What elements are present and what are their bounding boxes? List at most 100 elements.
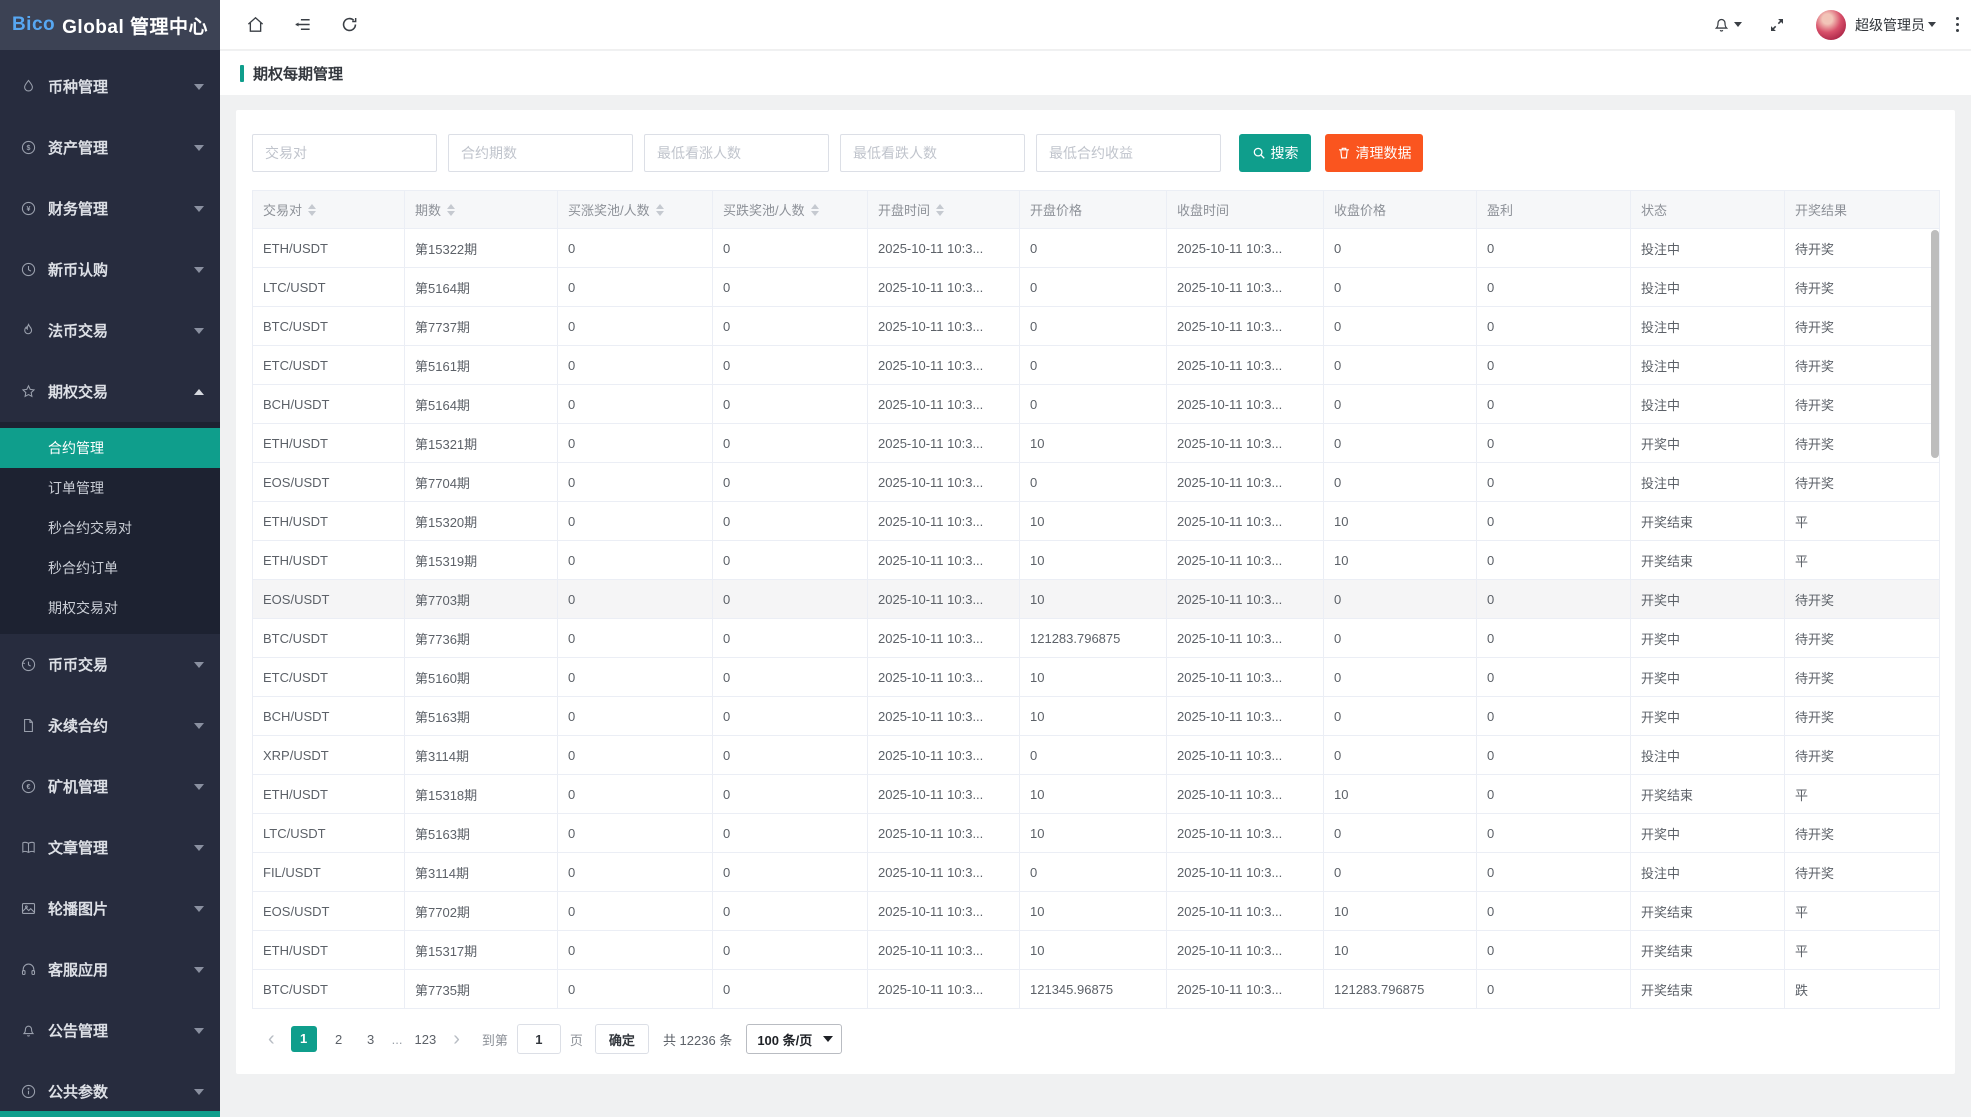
table-row[interactable]: BCH/USDT 第5164期 0 0 2025-10-11 10:3... 0 2025-… xyxy=(252,384,1940,424)
sidebar-item-params[interactable]: 公共参数 xyxy=(0,1061,220,1117)
clear-data-button[interactable]: 清理数据 xyxy=(1325,134,1423,172)
table-row[interactable]: ETH/USDT 第15319期 0 0 2025-10-11 10:3... 10 202… xyxy=(252,540,1940,580)
refresh-icon[interactable] xyxy=(340,15,359,34)
table-row[interactable]: ETH/USDT 第15321期 0 0 2025-10-11 10:3... 10 202… xyxy=(252,423,1940,463)
sidebar-item-new-coin[interactable]: 新币认购 xyxy=(0,239,220,300)
chevron-down-icon xyxy=(823,1036,834,1042)
column-header-pair[interactable]: 交易对 xyxy=(252,190,405,229)
cell-period: 第15321期 xyxy=(404,423,558,463)
chevron-down-icon xyxy=(1928,22,1936,27)
cell-up_pool: 0 xyxy=(557,774,713,814)
cell-close_price: 0 xyxy=(1323,423,1477,463)
filter-pair-input[interactable] xyxy=(252,134,437,172)
sidebar-item-finance[interactable]: ¥ 财务管理 xyxy=(0,178,220,239)
goto-page-input[interactable] xyxy=(516,1024,561,1054)
cell-pair: BTC/USDT xyxy=(252,306,405,346)
sidebar-item-options[interactable]: 期权交易 xyxy=(0,361,220,422)
column-header-profit: 盈利 xyxy=(1476,190,1631,229)
prev-page-button[interactable]: ‹ xyxy=(268,1028,275,1050)
sort-icons[interactable] xyxy=(655,203,664,216)
cell-open_time: 2025-10-11 10:3... xyxy=(867,618,1020,658)
sidebar-subitem-second-pairs[interactable]: 秒合约交易对 xyxy=(48,520,132,536)
table-row[interactable]: ETH/USDT 第15320期 0 0 2025-10-11 10:3... 10 202… xyxy=(252,501,1940,541)
cell-open_price: 10 xyxy=(1019,579,1167,619)
page-button-2[interactable]: 2 xyxy=(335,1031,343,1047)
table-row[interactable]: EOS/USDT 第7703期 0 0 2025-10-11 10:3... 10 2025… xyxy=(252,579,1940,619)
table-row[interactable]: EOS/USDT 第7704期 0 0 2025-10-11 10:3... 0 2025-… xyxy=(252,462,1940,502)
more-menu-icon[interactable] xyxy=(1956,17,1959,32)
cell-status: 投注中 xyxy=(1630,735,1785,775)
cell-open_price: 0 xyxy=(1019,228,1167,268)
column-header-period[interactable]: 期数 xyxy=(404,190,558,229)
page-button-123[interactable]: 123 xyxy=(414,1031,437,1047)
chevron-down-icon xyxy=(194,327,204,334)
sidebar-item-perpetual[interactable]: 永续合约 xyxy=(0,695,220,756)
vertical-scrollbar-thumb[interactable] xyxy=(1931,230,1939,458)
sidebar-subitem-orders[interactable]: 订单管理 xyxy=(48,480,104,496)
sort-icons[interactable] xyxy=(936,203,945,216)
cell-up_pool: 0 xyxy=(557,735,713,775)
cell-up_pool: 0 xyxy=(557,345,713,385)
confirm-button[interactable]: 确定 xyxy=(594,1024,649,1054)
page-button-1[interactable]: 1 xyxy=(290,1026,317,1052)
sidebar-item-support[interactable]: 客服应用 xyxy=(0,939,220,1000)
user-menu[interactable]: 超级管理员 xyxy=(1855,15,1936,35)
search-button[interactable]: 搜索 xyxy=(1239,134,1311,172)
sidebar-item-miner[interactable]: € 矿机管理 xyxy=(0,756,220,817)
sort-icons[interactable] xyxy=(308,203,317,216)
filter-min-up-input[interactable] xyxy=(644,134,829,172)
table-row[interactable]: ETH/USDT 第15322期 0 0 2025-10-11 10:3... 0 2025… xyxy=(252,228,1940,268)
sidebar-item-spot[interactable]: 币币交易 xyxy=(0,634,220,695)
sidebar-item-label: 公告管理 xyxy=(48,1023,109,1040)
table-row[interactable]: BCH/USDT 第5163期 0 0 2025-10-11 10:3... 10 2025… xyxy=(252,696,1940,736)
filter-period-input[interactable] xyxy=(448,134,633,172)
table-row[interactable]: ETC/USDT 第5161期 0 0 2025-10-11 10:3... 0 2025-… xyxy=(252,345,1940,385)
next-page-button[interactable]: › xyxy=(453,1028,460,1050)
table-row[interactable]: BTC/USDT 第7735期 0 0 2025-10-11 10:3... 121345… xyxy=(252,969,1940,1009)
table-row[interactable]: BTC/USDT 第7737期 0 0 2025-10-11 10:3... 0 2025-… xyxy=(252,306,1940,346)
filter-min-profit-input[interactable] xyxy=(1036,134,1221,172)
sidebar-item-asset[interactable]: $ 资产管理 xyxy=(0,117,220,178)
sidebar-item-coin[interactable]: 币种管理 xyxy=(0,56,220,117)
sort-icons[interactable] xyxy=(447,203,456,216)
notifications-bell-icon[interactable] xyxy=(1712,15,1742,34)
avatar[interactable] xyxy=(1816,9,1846,40)
filter-min-down-input[interactable] xyxy=(840,134,1025,172)
table-row[interactable]: EOS/USDT 第7702期 0 0 2025-10-11 10:3... 10 2025… xyxy=(252,891,1940,931)
fullscreen-icon[interactable] xyxy=(1768,16,1786,34)
collapse-menu-icon[interactable] xyxy=(293,15,312,34)
home-icon[interactable] xyxy=(246,15,265,34)
sidebar-subitem-second-orders[interactable]: 秒合约订单 xyxy=(48,560,118,576)
sidebar-subitem-option-pairs[interactable]: 期权交易对 xyxy=(48,600,118,616)
cell-open_time: 2025-10-11 10:3... xyxy=(867,930,1020,970)
page-button-3[interactable]: 3 xyxy=(367,1031,375,1047)
cell-open_time: 2025-10-11 10:3... xyxy=(867,735,1020,775)
table-row[interactable]: ETC/USDT 第5160期 0 0 2025-10-11 10:3... 10 2025… xyxy=(252,657,1940,697)
table-row[interactable]: LTC/USDT 第5164期 0 0 2025-10-11 10:3... 0 2025-… xyxy=(252,267,1940,307)
table-row[interactable]: BTC/USDT 第7736期 0 0 2025-10-11 10:3... 121283… xyxy=(252,618,1940,658)
chevron-down-icon xyxy=(194,844,204,851)
drop-icon xyxy=(20,78,37,95)
cell-pair: BCH/USDT xyxy=(252,696,405,736)
page-size-select[interactable]: 100 条/页 xyxy=(746,1024,843,1054)
cell-open_time: 2025-10-11 10:3... xyxy=(867,696,1020,736)
column-header-up_pool[interactable]: 买涨奖池/人数 xyxy=(557,190,713,229)
table-row[interactable]: ETH/USDT 第15317期 0 0 2025-10-11 10:3... 10 202… xyxy=(252,930,1940,970)
table-row[interactable]: XRP/USDT 第3114期 0 0 2025-10-11 10:3... 0 2025-… xyxy=(252,735,1940,775)
cell-open_time: 2025-10-11 10:3... xyxy=(867,579,1020,619)
column-header-down_pool[interactable]: 买跌奖池/人数 xyxy=(712,190,868,229)
sidebar-item-articles[interactable]: 文章管理 xyxy=(0,817,220,878)
sort-icons[interactable] xyxy=(810,203,819,216)
cell-result: 待开奖 xyxy=(1784,423,1940,463)
cell-status: 投注中 xyxy=(1630,345,1785,385)
sidebar-item-notices[interactable]: 公告管理 xyxy=(0,1000,220,1061)
table-row[interactable]: ETH/USDT 第15318期 0 0 2025-10-11 10:3... 10 202… xyxy=(252,774,1940,814)
sidebar-subitem-contracts[interactable]: 合约管理 xyxy=(0,428,220,468)
column-header-open_time[interactable]: 开盘时间 xyxy=(867,190,1020,229)
cell-close_price: 0 xyxy=(1323,735,1477,775)
sidebar-item-fiat[interactable]: 法币交易 xyxy=(0,300,220,361)
table-row[interactable]: FIL/USDT 第3114期 0 0 2025-10-11 10:3... 0 2025-… xyxy=(252,852,1940,892)
cell-profit: 0 xyxy=(1476,813,1631,853)
table-row[interactable]: LTC/USDT 第5163期 0 0 2025-10-11 10:3... 10 2025… xyxy=(252,813,1940,853)
sidebar-item-banners[interactable]: 轮播图片 xyxy=(0,878,220,939)
